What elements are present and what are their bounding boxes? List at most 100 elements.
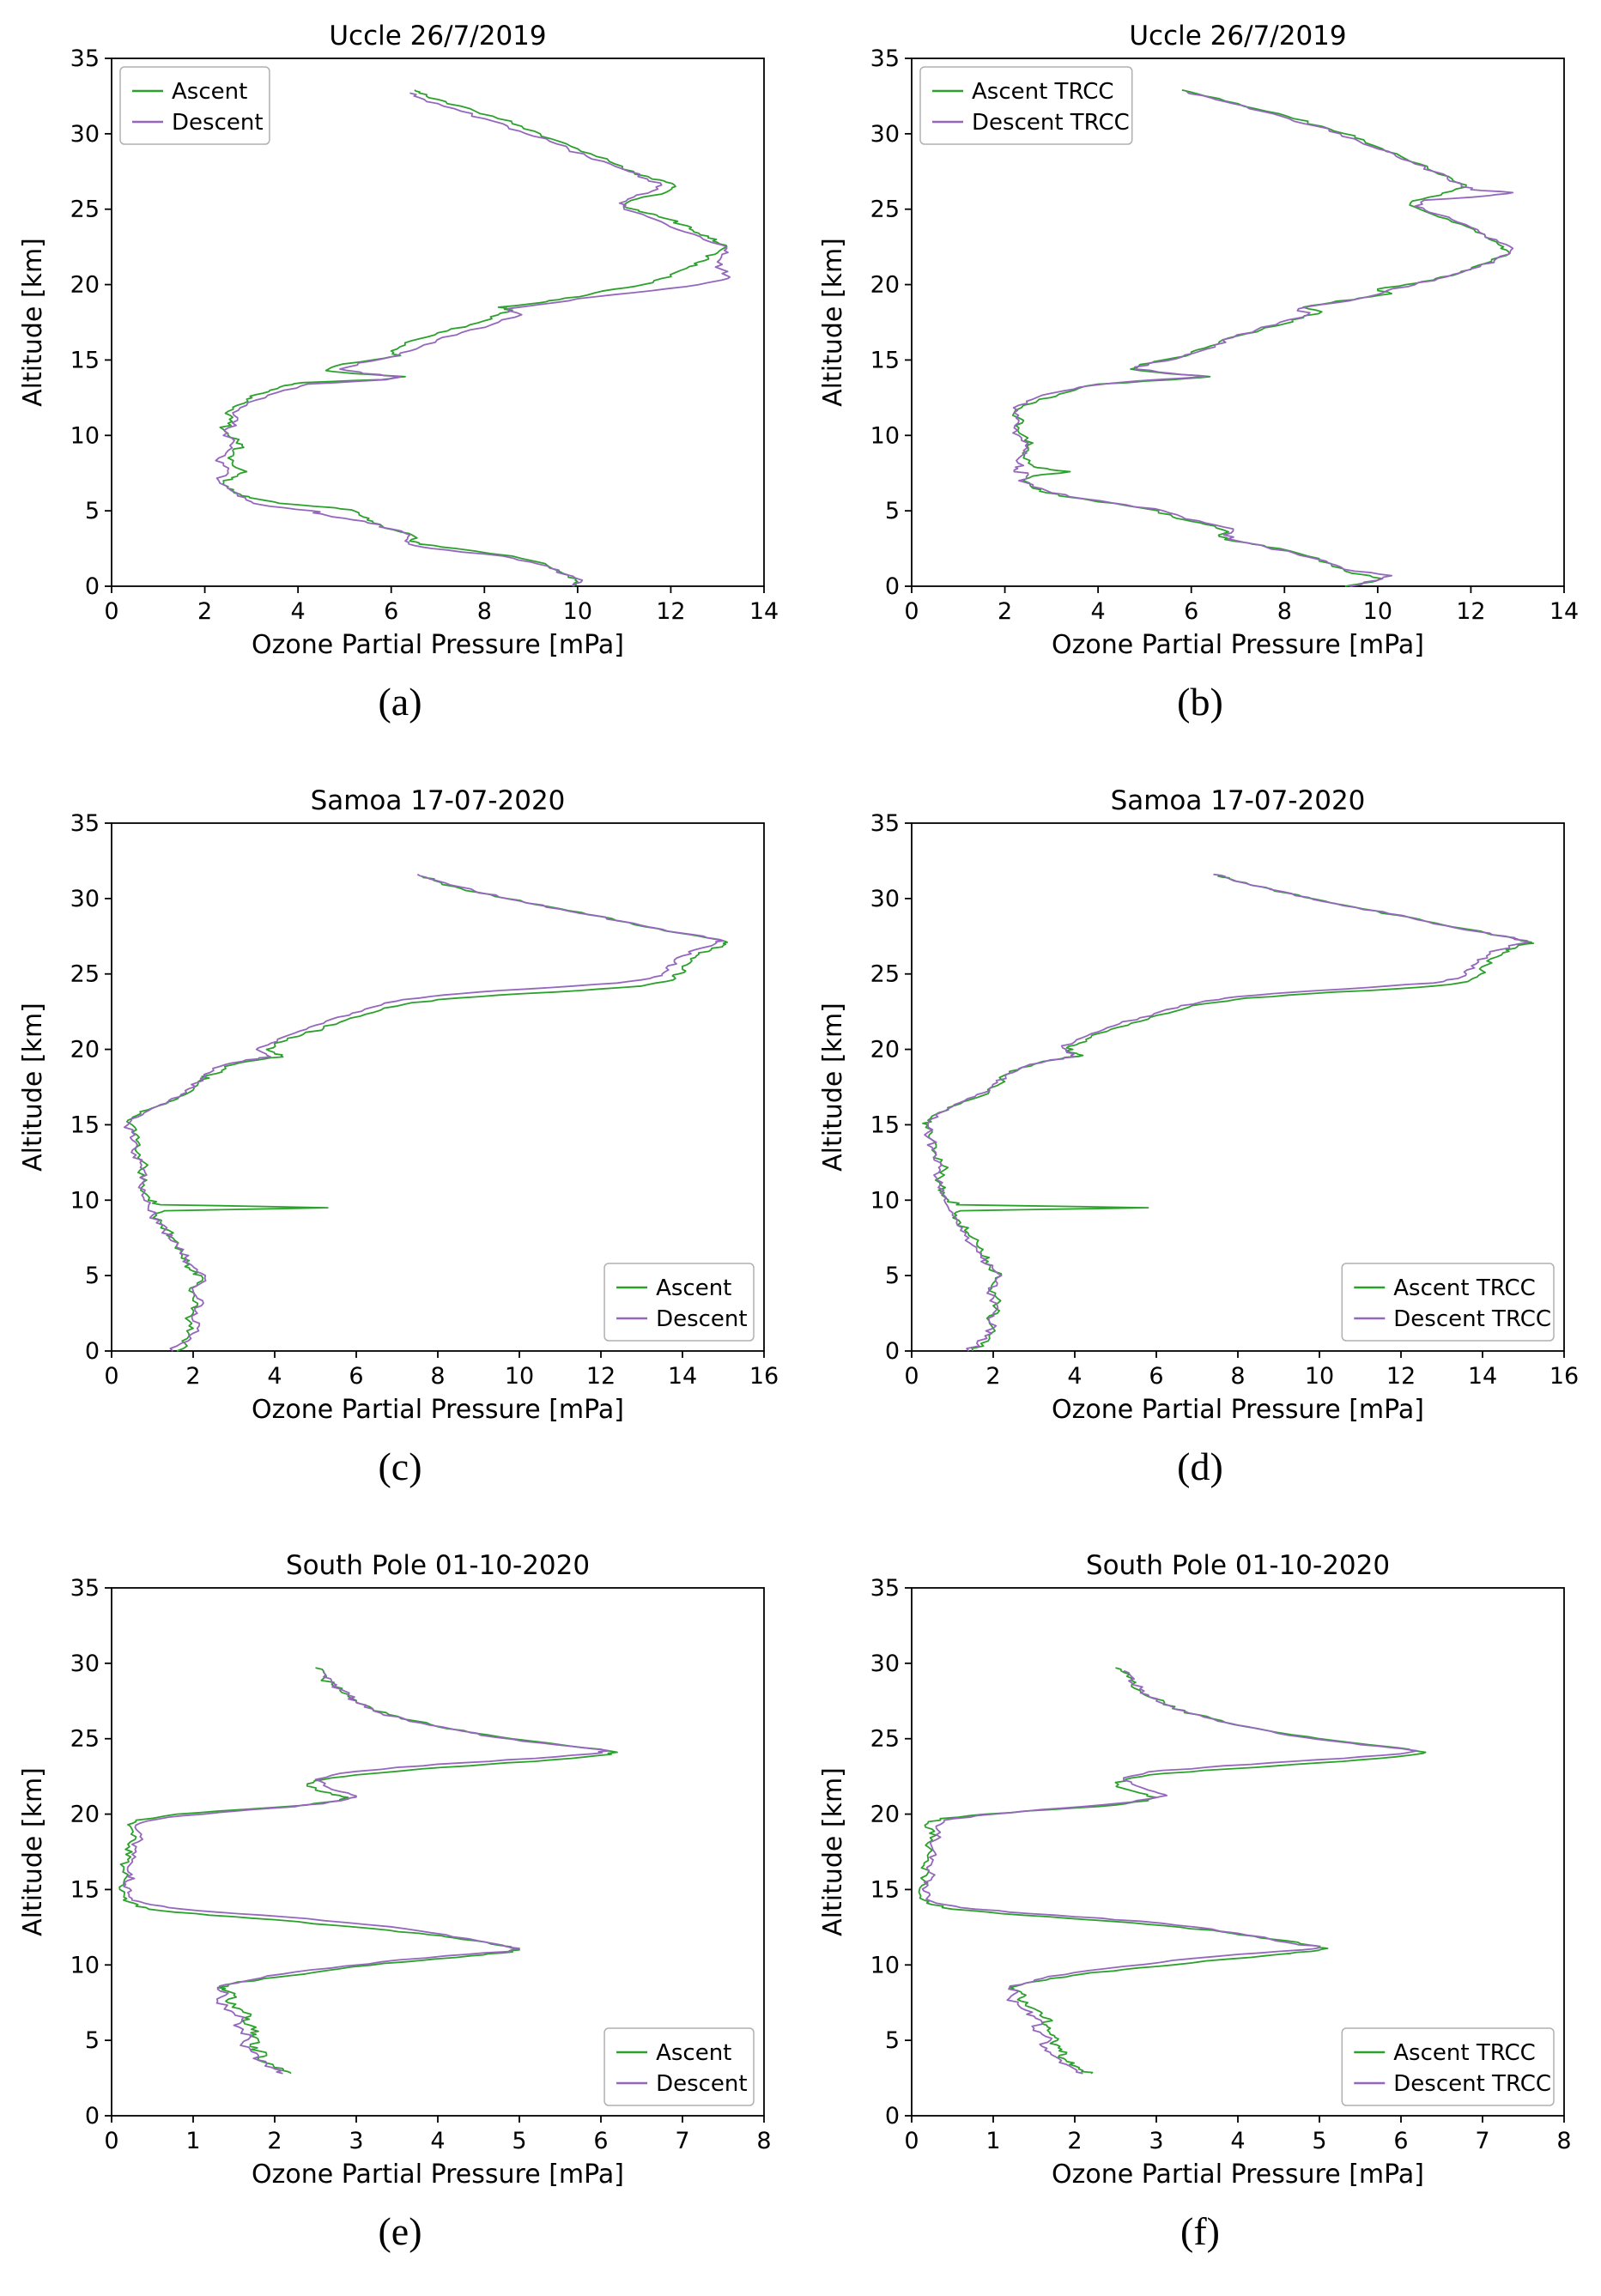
svg-text:14: 14 (749, 598, 779, 625)
svg-text:20: 20 (70, 1037, 100, 1063)
svg-text:7: 7 (675, 2128, 689, 2154)
svg-text:Ozone Partial Pressure [mPa]: Ozone Partial Pressure [mPa] (252, 630, 624, 660)
svg-text:Ascent TRCC: Ascent TRCC (1393, 1275, 1536, 1301)
svg-text:4: 4 (1091, 598, 1106, 625)
svg-text:10: 10 (505, 1363, 534, 1390)
svg-text:0: 0 (104, 598, 118, 625)
subfigure-caption-e: (e) (378, 2209, 422, 2253)
figure-cell-a: 0 2 4 6 8 10 12 14 0 5 10 15 20 25 30 35 Ozone Partial P… (0, 0, 800, 765)
svg-text:16: 16 (1549, 1363, 1579, 1390)
svg-text:3: 3 (1149, 2128, 1163, 2154)
svg-text:Descent: Descent (172, 110, 264, 136)
chart-samoa-trcc: 0 2 4 6 8 10 12 14 16 0 5 10 15 20 25 30 35 Ozone Partial… (818, 785, 1579, 1425)
chart-uccle-raw: 0 2 4 6 8 10 12 14 0 5 10 15 20 25 30 35 Ozone Partial P… (18, 21, 779, 660)
svg-text:10: 10 (70, 1187, 100, 1214)
svg-text:6: 6 (1393, 2128, 1408, 2154)
svg-text:Ascent: Ascent (656, 1275, 731, 1301)
svg-text:5: 5 (885, 498, 900, 524)
svg-text:2: 2 (985, 1363, 1000, 1390)
svg-text:7: 7 (1475, 2128, 1489, 2154)
svg-text:10: 10 (70, 1952, 100, 1978)
svg-text:25: 25 (870, 197, 900, 223)
svg-text:6: 6 (349, 1363, 363, 1390)
svg-text:Descent TRCC: Descent TRCC (1393, 1306, 1551, 1332)
svg-text:15: 15 (70, 1876, 100, 1903)
svg-text:8: 8 (756, 2128, 771, 2154)
svg-text:30: 30 (70, 121, 100, 148)
svg-text:5: 5 (1312, 2128, 1326, 2154)
svg-text:30: 30 (870, 121, 900, 148)
svg-text:25: 25 (70, 1726, 100, 1753)
figure-cell-e: 0 1 2 3 4 5 6 7 8 0 5 10 15 20 25 30 35 Ozone Partial Pre… (0, 1530, 800, 2294)
subfigure-caption-f: (f) (1180, 2209, 1220, 2253)
svg-text:12: 12 (1386, 1363, 1416, 1390)
svg-text:5: 5 (85, 2027, 100, 2054)
svg-text:0: 0 (85, 2103, 100, 2129)
svg-text:14: 14 (1549, 598, 1579, 625)
svg-text:Ozone Partial Pressure [mPa]: Ozone Partial Pressure [mPa] (252, 1395, 624, 1425)
svg-text:25: 25 (870, 961, 900, 988)
svg-text:Ozone Partial Pressure [mPa]: Ozone Partial Pressure [mPa] (1052, 1395, 1424, 1425)
svg-text:Descent: Descent (656, 1306, 748, 1332)
svg-text:10: 10 (1363, 598, 1392, 625)
svg-text:0: 0 (885, 2103, 900, 2129)
svg-text:30: 30 (870, 886, 900, 912)
svg-text:0: 0 (904, 598, 919, 625)
svg-text:0: 0 (104, 1363, 118, 1390)
chart-southpole-raw: 0 1 2 3 4 5 6 7 8 0 5 10 15 20 25 30 35 Ozone Partial Pre… (18, 1550, 772, 2190)
svg-text:0: 0 (885, 1338, 900, 1365)
svg-text:30: 30 (70, 886, 100, 912)
svg-text:5: 5 (85, 498, 100, 524)
chart-southpole-trcc: 0 1 2 3 4 5 6 7 8 0 5 10 15 20 25 30 35 Ozone Partial Pre… (818, 1550, 1572, 2190)
svg-text:30: 30 (70, 1651, 100, 1677)
svg-text:35: 35 (870, 45, 900, 72)
svg-text:Ascent TRCC: Ascent TRCC (972, 79, 1114, 105)
svg-text:2: 2 (998, 598, 1012, 625)
svg-text:2: 2 (1067, 2128, 1082, 2154)
svg-text:0: 0 (85, 573, 100, 600)
svg-text:12: 12 (656, 598, 685, 625)
svg-text:15: 15 (870, 1112, 900, 1138)
svg-text:0: 0 (885, 573, 900, 600)
svg-text:8: 8 (430, 1363, 445, 1390)
svg-text:25: 25 (870, 1726, 900, 1753)
svg-text:Ascent TRCC: Ascent TRCC (1393, 2040, 1536, 2066)
svg-text:6: 6 (1149, 1363, 1163, 1390)
svg-text:Altitude [km]: Altitude [km] (18, 1003, 48, 1172)
svg-text:10: 10 (870, 1952, 900, 1978)
svg-text:20: 20 (870, 272, 900, 299)
svg-text:12: 12 (1456, 598, 1485, 625)
svg-text:30: 30 (870, 1651, 900, 1677)
svg-text:Descent: Descent (656, 2071, 748, 2097)
svg-text:Uccle 26/7/2019: Uccle 26/7/2019 (1129, 21, 1346, 51)
svg-text:Altitude [km]: Altitude [km] (18, 1767, 48, 1936)
svg-text:8: 8 (1277, 598, 1292, 625)
svg-text:0: 0 (904, 2128, 919, 2154)
svg-text:Descent TRCC: Descent TRCC (972, 110, 1130, 136)
svg-text:Uccle 26/7/2019: Uccle 26/7/2019 (329, 21, 546, 51)
svg-text:20: 20 (870, 1802, 900, 1828)
svg-text:0: 0 (85, 1338, 100, 1365)
svg-text:Descent TRCC: Descent TRCC (1393, 2071, 1551, 2097)
svg-text:35: 35 (870, 1575, 900, 1602)
svg-text:8: 8 (1230, 1363, 1245, 1390)
svg-text:Altitude [km]: Altitude [km] (18, 238, 48, 407)
subfigure-caption-a: (a) (378, 680, 422, 724)
svg-text:3: 3 (349, 2128, 363, 2154)
svg-text:1: 1 (985, 2128, 1000, 2154)
svg-text:14: 14 (668, 1363, 697, 1390)
svg-text:35: 35 (70, 45, 100, 72)
svg-text:5: 5 (512, 2128, 526, 2154)
svg-text:Ascent: Ascent (172, 79, 247, 105)
svg-text:South Pole 01-10-2020: South Pole 01-10-2020 (1086, 1550, 1390, 1581)
svg-text:20: 20 (70, 1802, 100, 1828)
svg-text:Altitude [km]: Altitude [km] (818, 1767, 848, 1936)
chart-uccle-trcc: 0 2 4 6 8 10 12 14 0 5 10 15 20 25 30 35 Ozone Partial P… (818, 21, 1579, 660)
svg-text:Altitude [km]: Altitude [km] (818, 238, 848, 407)
subfigure-caption-c: (c) (378, 1445, 422, 1488)
svg-text:16: 16 (749, 1363, 779, 1390)
figure-cell-f: 0 1 2 3 4 5 6 7 8 0 5 10 15 20 25 30 35 Ozone Partial Pre… (800, 1530, 1600, 2294)
svg-text:Ozone Partial Pressure [mPa]: Ozone Partial Pressure [mPa] (252, 2160, 624, 2190)
svg-text:4: 4 (267, 1363, 282, 1390)
